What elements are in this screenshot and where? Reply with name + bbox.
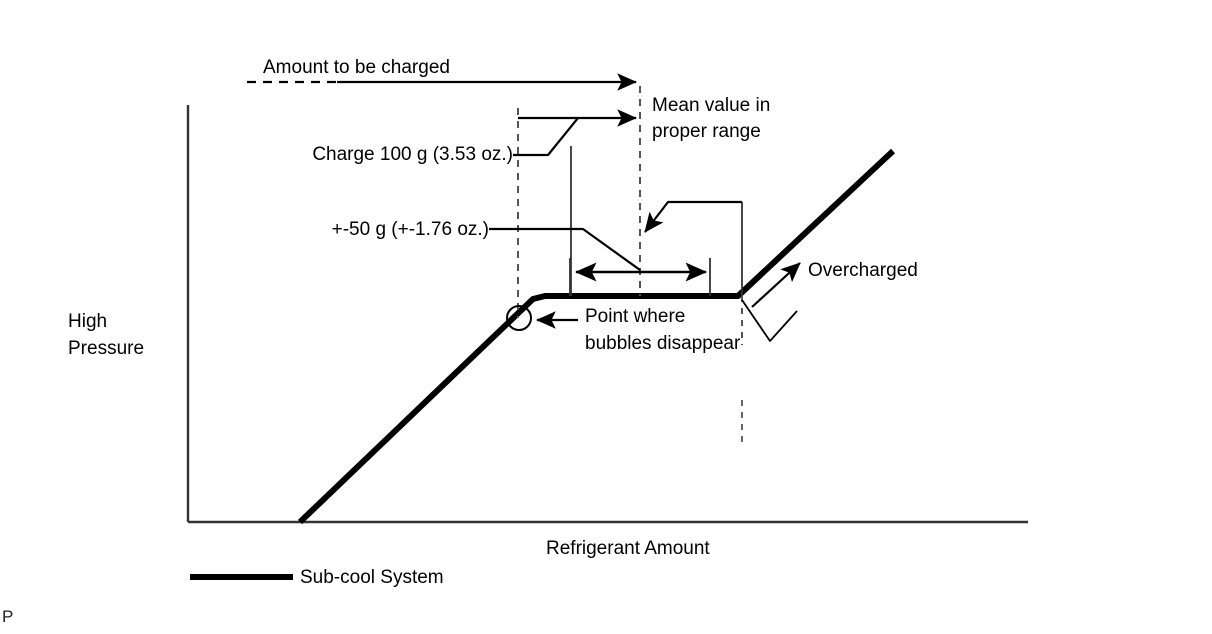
annotation-overcharged: Overcharged	[808, 260, 918, 281]
thin-vertical-ticks	[569, 146, 743, 296]
corner-page-mark: P	[2, 607, 14, 626]
y-axis-label-line2: Pressure	[68, 338, 145, 359]
mean-value-pointer	[644, 200, 742, 233]
y-axis-label-line1: High	[68, 311, 108, 332]
charge-100g-leader	[513, 117, 579, 157]
overcharged-leader	[741, 262, 801, 342]
dashed-guides	[517, 86, 743, 448]
x-axis-label: Refrigerant Amount	[546, 538, 710, 559]
overcharged-arrow	[751, 262, 801, 308]
subcool-system-curve	[297, 148, 896, 525]
bubbles-disappear-marker	[506, 305, 532, 331]
annotation-bubbles-line2: bubbles disappear	[585, 333, 741, 354]
tolerance-leader	[489, 227, 641, 271]
axis-group	[186, 105, 1028, 524]
annotation-mean-value-line1: Mean value in	[652, 95, 771, 116]
annotation-amount-to-be-charged: Amount to be charged	[263, 57, 450, 78]
legend-label: Sub-cool System	[300, 567, 444, 588]
annotation-tolerance: +-50 g (+-1.76 oz.)	[331, 219, 489, 240]
annotation-bubbles-line1: Point where	[585, 306, 686, 327]
annotation-charge-amount: Charge 100 g (3.53 oz.)	[312, 144, 513, 165]
annotation-mean-value-line2: proper range	[652, 121, 761, 142]
